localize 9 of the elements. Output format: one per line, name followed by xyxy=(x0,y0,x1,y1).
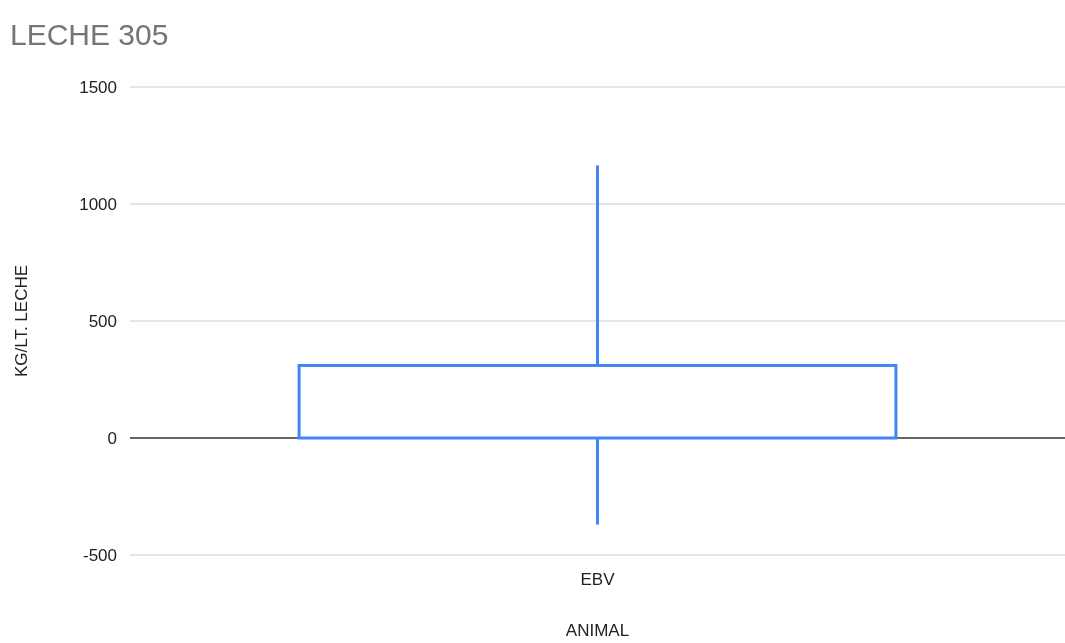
y-tick-label: -500 xyxy=(82,545,117,565)
y-tick-label: 0 xyxy=(107,428,117,448)
x-tick-label: EBV xyxy=(580,570,616,589)
chart-title: LECHE 305 xyxy=(10,18,169,51)
y-axis-title: KG/LT. LECHE xyxy=(12,264,31,378)
y-tick-label: 1000 xyxy=(79,194,117,214)
y-tick-label: 1500 xyxy=(79,77,117,97)
x-axis-title: ANIMAL xyxy=(565,621,630,640)
y-tick-label: 500 xyxy=(88,311,117,331)
